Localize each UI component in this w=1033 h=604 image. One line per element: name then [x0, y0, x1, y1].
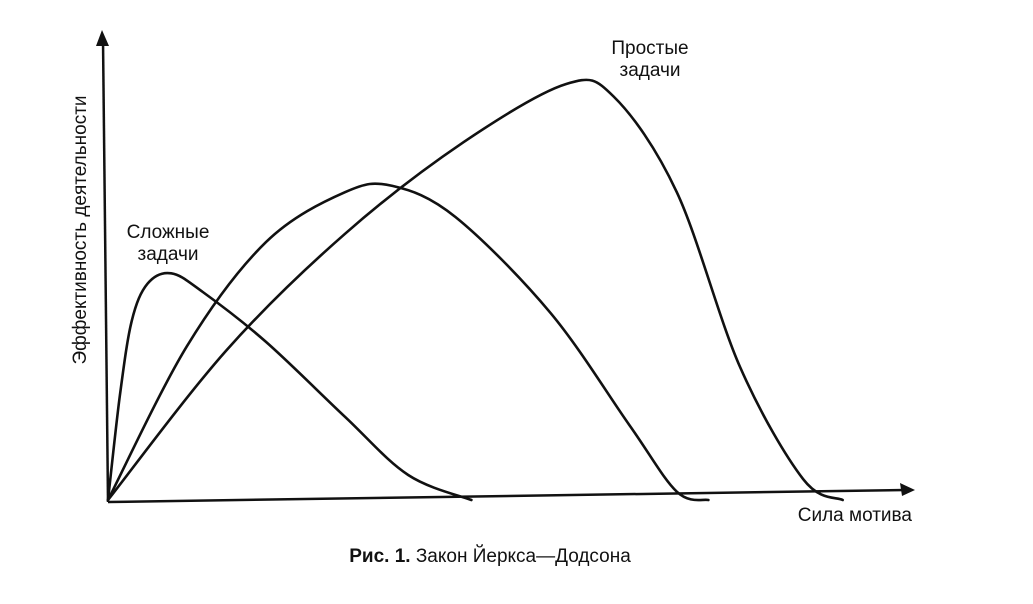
yerkes-dodson-chart: Сила мотива Эффективность деятельности С…	[70, 30, 915, 526]
y-axis-line	[101, 39, 110, 503]
x-axis-arrow-icon	[900, 483, 915, 496]
curve-medium-tasks	[106, 182, 710, 502]
figure-number: Рис. 1.	[349, 546, 411, 567]
x-axis-label: Сила мотива	[798, 505, 913, 526]
curve-simple-tasks	[106, 78, 844, 502]
figure-caption: Рис. 1. Закон Йеркса—Додсона	[0, 546, 980, 568]
x-axis-line	[107, 488, 906, 504]
y-axis-label: Эффективность деятельности	[70, 95, 91, 364]
curve-complex-tasks	[106, 271, 473, 502]
series-labels: Сложные задачи Простые задачи	[127, 38, 689, 265]
curves	[106, 78, 844, 502]
axes	[96, 30, 915, 504]
y-axis-arrow-icon	[96, 30, 109, 46]
figure-title: Закон Йеркса—Додсона	[415, 546, 631, 567]
series-label: Сложные задачи	[127, 222, 210, 265]
series-label: Простые задачи	[611, 38, 688, 81]
